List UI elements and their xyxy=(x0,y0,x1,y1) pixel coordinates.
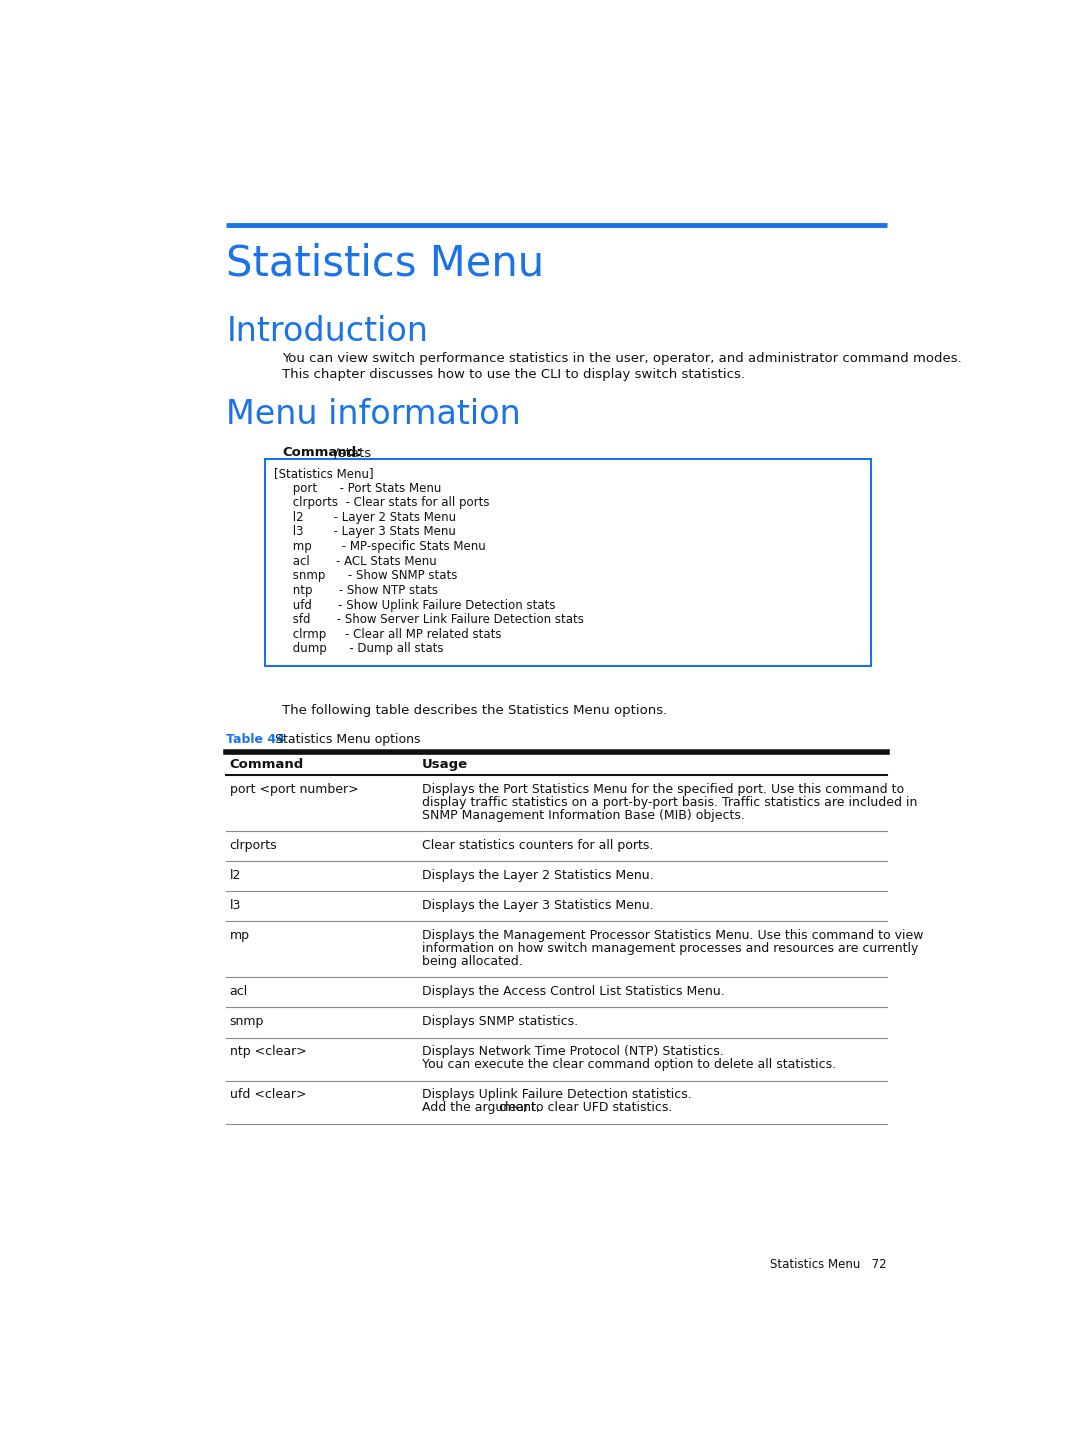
Text: port <port number>: port <port number> xyxy=(230,782,359,796)
Text: Table 44: Table 44 xyxy=(227,733,285,746)
Text: snmp: snmp xyxy=(230,1015,264,1028)
Text: l2: l2 xyxy=(230,868,241,881)
Text: mp: mp xyxy=(230,929,249,942)
Text: Clear statistics counters for all ports.: Clear statistics counters for all ports. xyxy=(422,840,653,852)
Text: [Statistics Menu]: [Statistics Menu] xyxy=(274,467,374,480)
Text: being allocated.: being allocated. xyxy=(422,955,523,968)
Text: You can execute the clear command option to delete all statistics.: You can execute the clear command option… xyxy=(422,1058,836,1071)
Text: Displays Uplink Failure Detection statistics.: Displays Uplink Failure Detection statis… xyxy=(422,1089,691,1102)
Text: Statistics Menu options: Statistics Menu options xyxy=(267,733,420,746)
Text: Displays the Management Processor Statistics Menu. Use this command to view: Displays the Management Processor Statis… xyxy=(422,929,923,942)
Bar xyxy=(266,459,872,667)
Text: The following table describes the Statistics Menu options.: The following table describes the Statis… xyxy=(282,704,667,717)
Text: snmp      - Show SNMP stats: snmp - Show SNMP stats xyxy=(274,569,458,582)
Text: /stats: /stats xyxy=(330,446,372,459)
Text: Displays the Access Control List Statistics Menu.: Displays the Access Control List Statist… xyxy=(422,985,725,998)
Text: information on how switch management processes and resources are currently: information on how switch management pro… xyxy=(422,942,918,955)
Text: l2        - Layer 2 Stats Menu: l2 - Layer 2 Stats Menu xyxy=(274,511,457,524)
Text: l3: l3 xyxy=(230,899,241,912)
Text: l3        - Layer 3 Stats Menu: l3 - Layer 3 Stats Menu xyxy=(274,526,457,539)
Text: Displays the Layer 2 Statistics Menu.: Displays the Layer 2 Statistics Menu. xyxy=(422,868,653,881)
Text: Command: Command xyxy=(230,757,303,770)
Text: clrports  - Clear stats for all ports: clrports - Clear stats for all ports xyxy=(274,497,490,510)
Text: Displays the Layer 3 Statistics Menu.: Displays the Layer 3 Statistics Menu. xyxy=(422,899,653,912)
Text: mp        - MP-specific Stats Menu: mp - MP-specific Stats Menu xyxy=(274,540,486,553)
Text: clrmp     - Clear all MP related stats: clrmp - Clear all MP related stats xyxy=(274,628,502,641)
Text: Displays the Port Statistics Menu for the specified port. Use this command to: Displays the Port Statistics Menu for th… xyxy=(422,782,904,796)
Text: ufd <clear>: ufd <clear> xyxy=(230,1089,306,1102)
Text: Command:: Command: xyxy=(282,446,362,459)
Text: ntp       - Show NTP stats: ntp - Show NTP stats xyxy=(274,585,438,598)
Text: port      - Port Stats Menu: port - Port Stats Menu xyxy=(274,481,442,494)
Text: This chapter discusses how to use the CLI to display switch statistics.: This chapter discusses how to use the CL… xyxy=(282,367,745,380)
Text: dump      - Dump all stats: dump - Dump all stats xyxy=(274,642,444,655)
Text: Displays SNMP statistics.: Displays SNMP statistics. xyxy=(422,1015,578,1028)
Text: ntp <clear>: ntp <clear> xyxy=(230,1045,307,1058)
Text: SNMP Management Information Base (MIB) objects.: SNMP Management Information Base (MIB) o… xyxy=(422,809,744,822)
Text: clear: clear xyxy=(499,1102,529,1115)
Text: Usage: Usage xyxy=(422,757,468,770)
Text: , to clear UFD statistics.: , to clear UFD statistics. xyxy=(523,1102,672,1115)
Text: Menu information: Menu information xyxy=(227,399,522,432)
Text: display traffic statistics on a port-by-port basis. Traffic statistics are inclu: display traffic statistics on a port-by-… xyxy=(422,796,917,809)
Text: clrports: clrports xyxy=(230,840,278,852)
Text: Introduction: Introduction xyxy=(227,315,429,348)
Text: Add the argument,: Add the argument, xyxy=(422,1102,543,1115)
Text: Statistics Menu   72: Statistics Menu 72 xyxy=(770,1259,887,1272)
Text: You can view switch performance statistics in the user, operator, and administra: You can view switch performance statisti… xyxy=(282,353,962,366)
Text: ufd       - Show Uplink Failure Detection stats: ufd - Show Uplink Failure Detection stat… xyxy=(274,599,556,612)
Text: acl: acl xyxy=(230,985,247,998)
Text: Statistics Menu: Statistics Menu xyxy=(227,242,544,284)
Text: sfd       - Show Server Link Failure Detection stats: sfd - Show Server Link Failure Detection… xyxy=(274,613,584,626)
Text: Displays Network Time Protocol (NTP) Statistics.: Displays Network Time Protocol (NTP) Sta… xyxy=(422,1045,724,1058)
Text: acl       - ACL Stats Menu: acl - ACL Stats Menu xyxy=(274,554,437,567)
